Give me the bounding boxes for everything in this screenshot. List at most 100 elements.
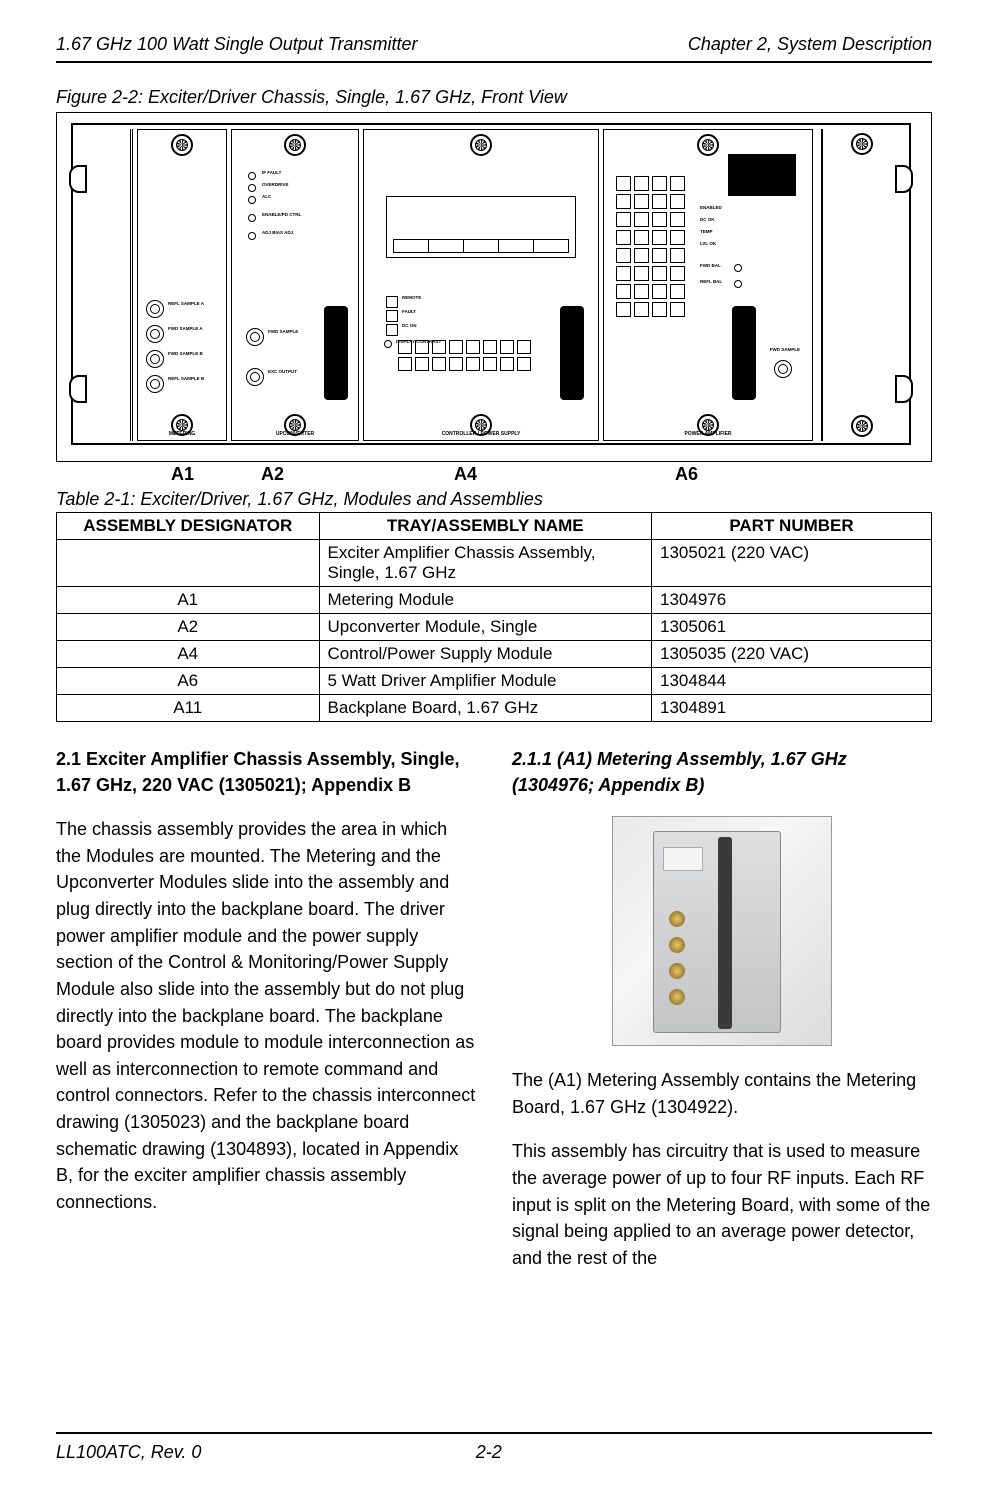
designator-row: A1 A2 A4 A6	[56, 464, 932, 485]
table-cell: Exciter Amplifier Chassis Assembly, Sing…	[319, 540, 652, 587]
section-2-1-1-para2: This assembly has circuitry that is used…	[512, 1138, 932, 1271]
led-icon	[248, 196, 256, 204]
a1-knob-label: REFL SAMPLE B	[168, 377, 204, 382]
module-a6: ENABLED DC OK TEMP LVL OK FWD BAL REFL B…	[603, 129, 813, 441]
designator-label: A4	[454, 464, 477, 485]
module-label: CONTROLLER / POWER SUPPLY	[442, 431, 521, 437]
page-footer: LL100ATC, Rev. 0 2-2	[56, 1442, 932, 1463]
vent-grid	[616, 176, 685, 317]
section-2-1-1-heading: 2.1.1 (A1) Metering Assembly, 1.67 GHz (…	[512, 746, 932, 798]
a2-knob-label: EXC OUTPUT	[268, 370, 297, 375]
a6-side-label: REFL BAL	[700, 280, 722, 285]
adj-icon	[248, 214, 256, 222]
designator-label: A1	[171, 464, 194, 485]
adj-icon	[248, 232, 256, 240]
knob-icon	[146, 375, 164, 393]
table-row: A2Upconverter Module, Single1305061	[57, 614, 932, 641]
table-cell: Upconverter Module, Single	[319, 614, 652, 641]
module-a4: REMOTE FAULT DC ON DISPLAY CONTRAST CONT…	[363, 129, 599, 441]
figure-caption: Figure 2-2: Exciter/Driver Chassis, Sing…	[56, 87, 932, 108]
adj-icon	[734, 264, 742, 272]
a6-led-label: ENABLED	[700, 206, 722, 211]
a1-knob-label: FWD SAMPLE A	[168, 327, 203, 332]
metering-module-photo	[612, 816, 832, 1046]
left-column: 2.1 Exciter Amplifier Chassis Assembly, …	[56, 746, 476, 1272]
footer-page-number: 2-2	[476, 1442, 502, 1463]
header-right: Chapter 2, System Description	[688, 34, 932, 55]
screw-icon	[171, 134, 193, 156]
header-rule	[56, 61, 932, 63]
designator-label: A6	[675, 464, 698, 485]
a4-led-label: DC ON	[402, 324, 417, 329]
a6-led-label: TEMP	[700, 230, 713, 235]
right-column: 2.1.1 (A1) Metering Assembly, 1.67 GHz (…	[512, 746, 932, 1272]
metering-photo	[512, 816, 932, 1051]
a6-out-label: FWD SAMPLE	[770, 348, 800, 353]
handle-icon	[560, 306, 584, 400]
vent-icon	[728, 154, 796, 196]
table-cell: 5 Watt Driver Amplifier Module	[319, 668, 652, 695]
lcd-display	[386, 196, 576, 258]
handle-icon	[732, 306, 756, 400]
body-columns: 2.1 Exciter Amplifier Chassis Assembly, …	[56, 746, 932, 1272]
a2-text: ADJ BIAS ADJ	[262, 231, 293, 236]
section-2-1-para: The chassis assembly provides the area i…	[56, 816, 476, 1215]
table-cell: A6	[57, 668, 320, 695]
led-icon	[386, 296, 398, 308]
table-cell: Control/Power Supply Module	[319, 641, 652, 668]
a4-led-label: REMOTE	[402, 296, 421, 301]
knob-icon	[146, 325, 164, 343]
handle-icon	[324, 306, 348, 400]
table-header: TRAY/ASSEMBLY NAME	[319, 513, 652, 540]
table-cell: A1	[57, 587, 320, 614]
table-row: Exciter Amplifier Chassis Assembly, Sing…	[57, 540, 932, 587]
screw-icon	[470, 134, 492, 156]
parts-table: ASSEMBLY DESIGNATORTRAY/ASSEMBLY NAMEPAR…	[56, 512, 932, 722]
knob-icon	[246, 368, 264, 386]
mount-tab	[69, 165, 87, 193]
module-label: UPCONVERTER	[276, 431, 314, 437]
table-cell: 1305061	[652, 614, 932, 641]
page-header: 1.67 GHz 100 Watt Single Output Transmit…	[56, 34, 932, 55]
section-2-1-1-para1: The (A1) Metering Assembly contains the …	[512, 1067, 932, 1120]
table-cell: A11	[57, 695, 320, 722]
table-cell: Backplane Board, 1.67 GHz	[319, 695, 652, 722]
table-row: A4Control/Power Supply Module1305035 (22…	[57, 641, 932, 668]
keypad	[398, 340, 531, 371]
knob-icon	[146, 300, 164, 318]
footer-left: LL100ATC, Rev. 0	[56, 1442, 201, 1463]
section-2-1-heading: 2.1 Exciter Amplifier Chassis Assembly, …	[56, 746, 476, 798]
screw-icon	[851, 415, 873, 437]
a2-text: ENABLE/PD CTRL	[262, 213, 301, 218]
a6-led-label: DC OK	[700, 218, 715, 223]
chassis-outline: REFL SAMPLE A FWD SAMPLE A FWD SAMPLE B …	[71, 123, 911, 445]
right-frame	[821, 129, 901, 441]
table-cell: 1305035 (220 VAC)	[652, 641, 932, 668]
designator-label: A2	[261, 464, 284, 485]
a1-knob-label: REFL SAMPLE A	[168, 302, 204, 307]
a2-led-label: OVERDRIVE	[262, 183, 289, 188]
knob-icon	[774, 360, 792, 378]
module-label: METERING	[169, 431, 195, 437]
table-cell: 1305021 (220 VAC)	[652, 540, 932, 587]
table-row: A1Metering Module1304976	[57, 587, 932, 614]
knob-icon	[146, 350, 164, 368]
a2-led-label: IF FAULT	[262, 171, 281, 176]
table-cell: A4	[57, 641, 320, 668]
table-cell: 1304976	[652, 587, 932, 614]
adj-icon	[384, 340, 392, 348]
adj-icon	[734, 280, 742, 288]
a6-led-label: LVL OK	[700, 242, 716, 247]
mount-tab	[69, 375, 87, 403]
screw-icon	[697, 134, 719, 156]
table-row: A65 Watt Driver Amplifier Module1304844	[57, 668, 932, 695]
knob-icon	[246, 328, 264, 346]
table-header: ASSEMBLY DESIGNATOR	[57, 513, 320, 540]
table-cell: 1304891	[652, 695, 932, 722]
screw-icon	[851, 133, 873, 155]
led-icon	[386, 324, 398, 336]
a4-led-label: FAULT	[402, 310, 416, 315]
module-a1: REFL SAMPLE A FWD SAMPLE A FWD SAMPLE B …	[137, 129, 227, 441]
table-header: PART NUMBER	[652, 513, 932, 540]
table-cell: Metering Module	[319, 587, 652, 614]
